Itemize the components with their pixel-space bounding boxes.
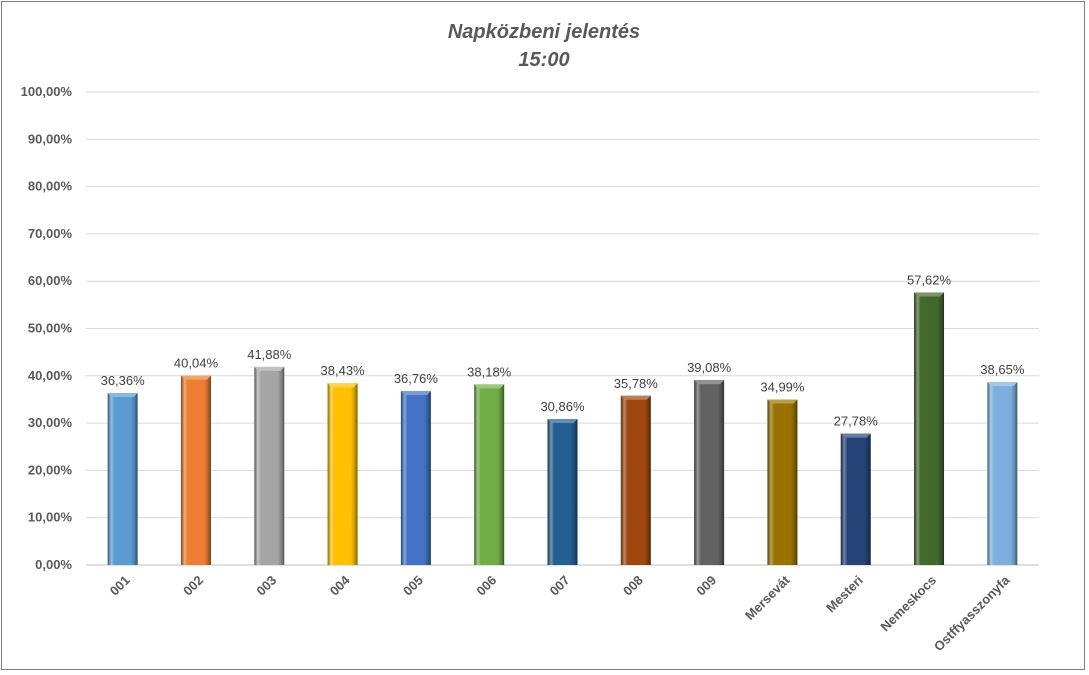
bar-bevel-top <box>987 382 1018 387</box>
y-tick-label: 90,00% <box>28 131 73 146</box>
bar-Ostffyasszonyfa <box>987 382 1018 565</box>
x-tick-label: Ostffyasszonyfa <box>931 572 1013 654</box>
y-tick-label: 30,00% <box>28 415 73 430</box>
bar-bevel-top <box>620 395 651 400</box>
x-tick-label: 008 <box>620 573 646 599</box>
x-tick-label: 002 <box>180 573 206 599</box>
bar-Mersevát <box>767 399 798 565</box>
x-tick-label: 009 <box>693 573 719 599</box>
data-label: 57,62% <box>907 272 952 287</box>
bar-007 <box>547 419 578 565</box>
data-label: 27,78% <box>834 414 879 429</box>
data-label: 41,88% <box>247 347 292 362</box>
data-label: 38,18% <box>467 364 512 379</box>
data-label: 34,99% <box>760 379 805 394</box>
y-tick-label: 20,00% <box>28 462 73 477</box>
bar-008 <box>620 395 651 565</box>
data-label: 38,65% <box>980 362 1025 377</box>
data-label: 36,36% <box>101 373 146 388</box>
chart-subtitle: 15:00 <box>518 49 570 71</box>
y-tick-label: 50,00% <box>28 321 73 336</box>
bar-bevel-top <box>694 380 725 385</box>
bar-002 <box>180 375 211 565</box>
x-tick-label: 001 <box>107 573 133 599</box>
bar-004 <box>327 383 358 565</box>
y-tick-label: 60,00% <box>28 273 73 288</box>
x-tick-label: 003 <box>253 573 279 599</box>
x-tick-label: Mersevát <box>742 572 793 623</box>
data-label: 30,86% <box>540 399 585 414</box>
y-tick-label: 40,00% <box>28 368 73 383</box>
bar-bevel-top <box>547 419 578 424</box>
data-label: 36,76% <box>394 371 439 386</box>
data-label: 38,43% <box>321 363 366 378</box>
x-tick-label: Mesteri <box>823 573 866 616</box>
bar-006 <box>474 384 505 565</box>
x-tick-label: 004 <box>327 572 353 598</box>
bar-005 <box>400 391 431 565</box>
bar-bevel-top <box>840 433 871 438</box>
data-label: 39,08% <box>687 360 732 375</box>
bar-bevel-top <box>327 383 358 388</box>
y-tick-label: 0,00% <box>35 557 72 572</box>
bar-009 <box>694 380 725 565</box>
data-label: 40,04% <box>174 356 219 371</box>
bar-003 <box>254 366 285 565</box>
bar-bevel-top <box>254 366 285 371</box>
y-tick-label: 70,00% <box>28 226 73 241</box>
x-tick-label: 007 <box>547 573 573 599</box>
bar-bevel-top <box>180 375 211 380</box>
bar-001 <box>107 393 138 565</box>
x-tick-label: 006 <box>473 573 499 599</box>
y-tick-label: 10,00% <box>28 510 73 525</box>
x-tick-label: 005 <box>400 573 426 599</box>
bar-bevel-top <box>914 292 945 297</box>
y-tick-label: 80,00% <box>28 179 73 194</box>
x-tick-label: Nemeskocs <box>877 573 939 635</box>
bar-Nemeskocs <box>914 292 945 565</box>
y-tick-label: 100,00% <box>21 84 73 99</box>
chart-title: Napközbeni jelentés <box>447 21 641 43</box>
bar-bevel-top <box>107 393 138 398</box>
bar-bevel-top <box>474 384 505 389</box>
bar-bevel-top <box>400 391 431 396</box>
bar-bevel-top <box>767 399 798 404</box>
data-label: 35,78% <box>614 376 659 391</box>
bar-Mesteri <box>840 433 871 565</box>
